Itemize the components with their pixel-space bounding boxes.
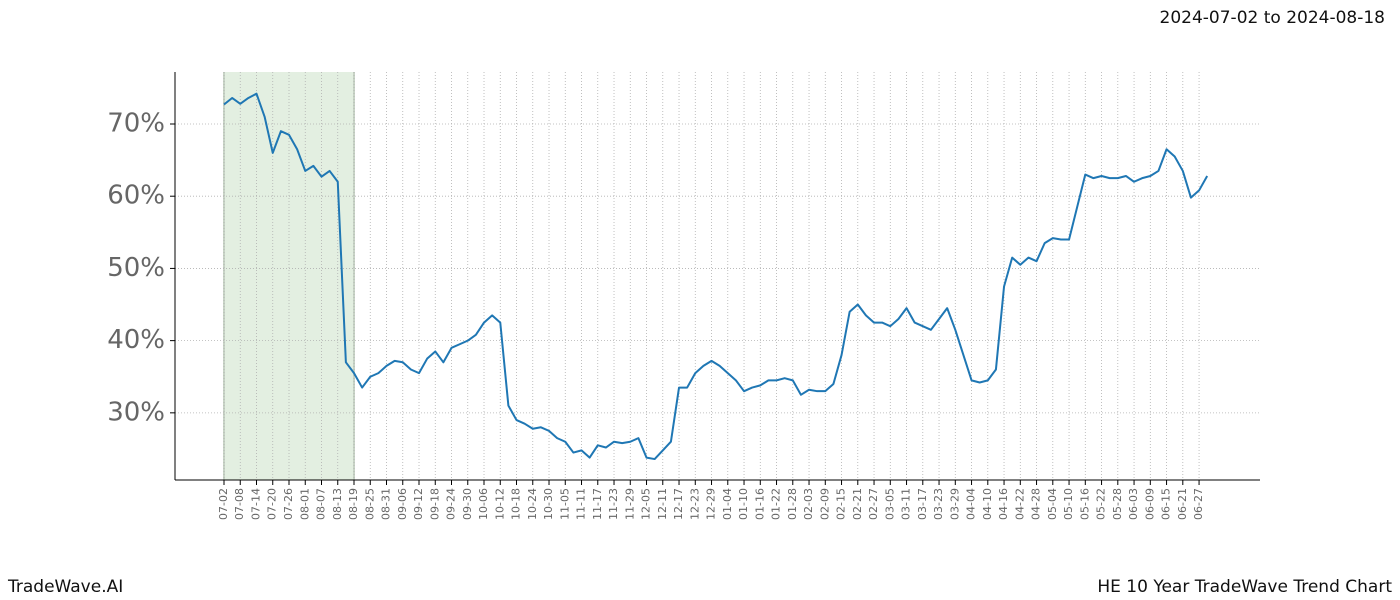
x-tick-label: 05-22 [1095, 488, 1108, 520]
y-tick-label: 30% [107, 397, 165, 427]
y-tick-label: 40% [107, 325, 165, 355]
x-tick-label: 03-17 [916, 488, 929, 520]
chart-title: HE 10 Year TradeWave Trend Chart [1097, 577, 1392, 597]
x-tick-label: 02-15 [835, 488, 848, 520]
x-tick-label: 12-23 [688, 488, 701, 520]
date-range: 2024-07-02 to 2024-08-18 [1160, 8, 1385, 28]
x-tick-label: 10-24 [526, 488, 539, 520]
x-tick-label: 12-05 [640, 488, 653, 520]
y-tick-label: 50% [107, 253, 165, 283]
x-tick-label: 07-20 [266, 488, 279, 520]
x-tick-label: 06-15 [1160, 488, 1173, 520]
x-tick-label: 10-30 [542, 488, 555, 520]
x-tick-label: 09-18 [428, 488, 441, 520]
x-tick-label: 03-23 [932, 488, 945, 520]
x-tick-label: 06-27 [1192, 488, 1205, 520]
series-line [223, 92, 1209, 461]
x-tick-label: 08-01 [298, 488, 311, 520]
x-tick-label: 02-03 [802, 488, 815, 520]
x-tick-label: 12-17 [672, 488, 685, 520]
x-tick-label: 03-11 [900, 488, 913, 520]
x-tick-label: 03-29 [948, 488, 961, 520]
x-tick-label: 02-21 [851, 488, 864, 520]
x-tick-label: 06-21 [1176, 488, 1189, 520]
x-tick-label: 10-06 [477, 488, 490, 520]
x-tick-label: 01-22 [770, 488, 783, 520]
x-tick-label: 06-03 [1127, 488, 1140, 520]
x-tick-label: 02-09 [818, 488, 831, 520]
x-tick-label: 04-28 [1030, 488, 1043, 520]
x-tick-label: 11-05 [558, 488, 571, 520]
x-tick-label: 08-13 [331, 488, 344, 520]
x-tick-label: 03-05 [883, 488, 896, 520]
x-tick-label: 07-08 [233, 488, 246, 520]
x-tick-label: 08-19 [347, 488, 360, 520]
x-tick-label: 05-10 [1062, 488, 1075, 520]
x-tick-label: 01-10 [737, 488, 750, 520]
x-tick-label: 08-31 [380, 488, 393, 520]
x-tick-label: 11-17 [591, 488, 604, 520]
x-tick-label: 01-28 [786, 488, 799, 520]
x-tick-label: 12-11 [656, 488, 669, 520]
x-tick-label: 05-04 [1046, 488, 1059, 520]
y-tick-label: 60% [107, 181, 165, 211]
x-tick-label: 02-27 [867, 488, 880, 520]
x-tick-label: 07-02 [217, 488, 230, 520]
x-tick-label: 10-12 [493, 488, 506, 520]
x-tick-label: 11-23 [607, 488, 620, 520]
x-tick-label: 07-14 [249, 488, 262, 520]
x-tick-label: 04-16 [997, 488, 1010, 520]
x-tick-label: 10-18 [510, 488, 523, 520]
x-tick-label: 09-06 [396, 488, 409, 520]
x-tick-label: 11-11 [575, 488, 588, 520]
x-tick-label: 06-09 [1143, 488, 1156, 520]
x-tick-label: 05-16 [1078, 488, 1091, 520]
x-tick-label: 09-30 [461, 488, 474, 520]
x-tick-label: 05-28 [1111, 488, 1124, 520]
brand: TradeWave.AI [7, 577, 123, 597]
x-tick-label: 08-07 [315, 488, 328, 520]
x-tick-label: 01-04 [721, 488, 734, 520]
x-tick-label: 01-16 [753, 488, 766, 520]
x-tick-label: 09-24 [445, 488, 458, 520]
x-tick-label: 07-26 [282, 488, 295, 520]
x-tick-label: 12-29 [705, 488, 718, 520]
x-tick-label: 04-04 [965, 488, 978, 520]
x-tick-label: 11-29 [623, 488, 636, 520]
x-tick-label: 09-12 [412, 488, 425, 520]
x-tick-label: 08-25 [363, 488, 376, 520]
x-tick-label: 04-10 [981, 488, 994, 520]
x-tick-label: 04-22 [1013, 488, 1026, 520]
y-tick-label: 70% [107, 108, 165, 138]
